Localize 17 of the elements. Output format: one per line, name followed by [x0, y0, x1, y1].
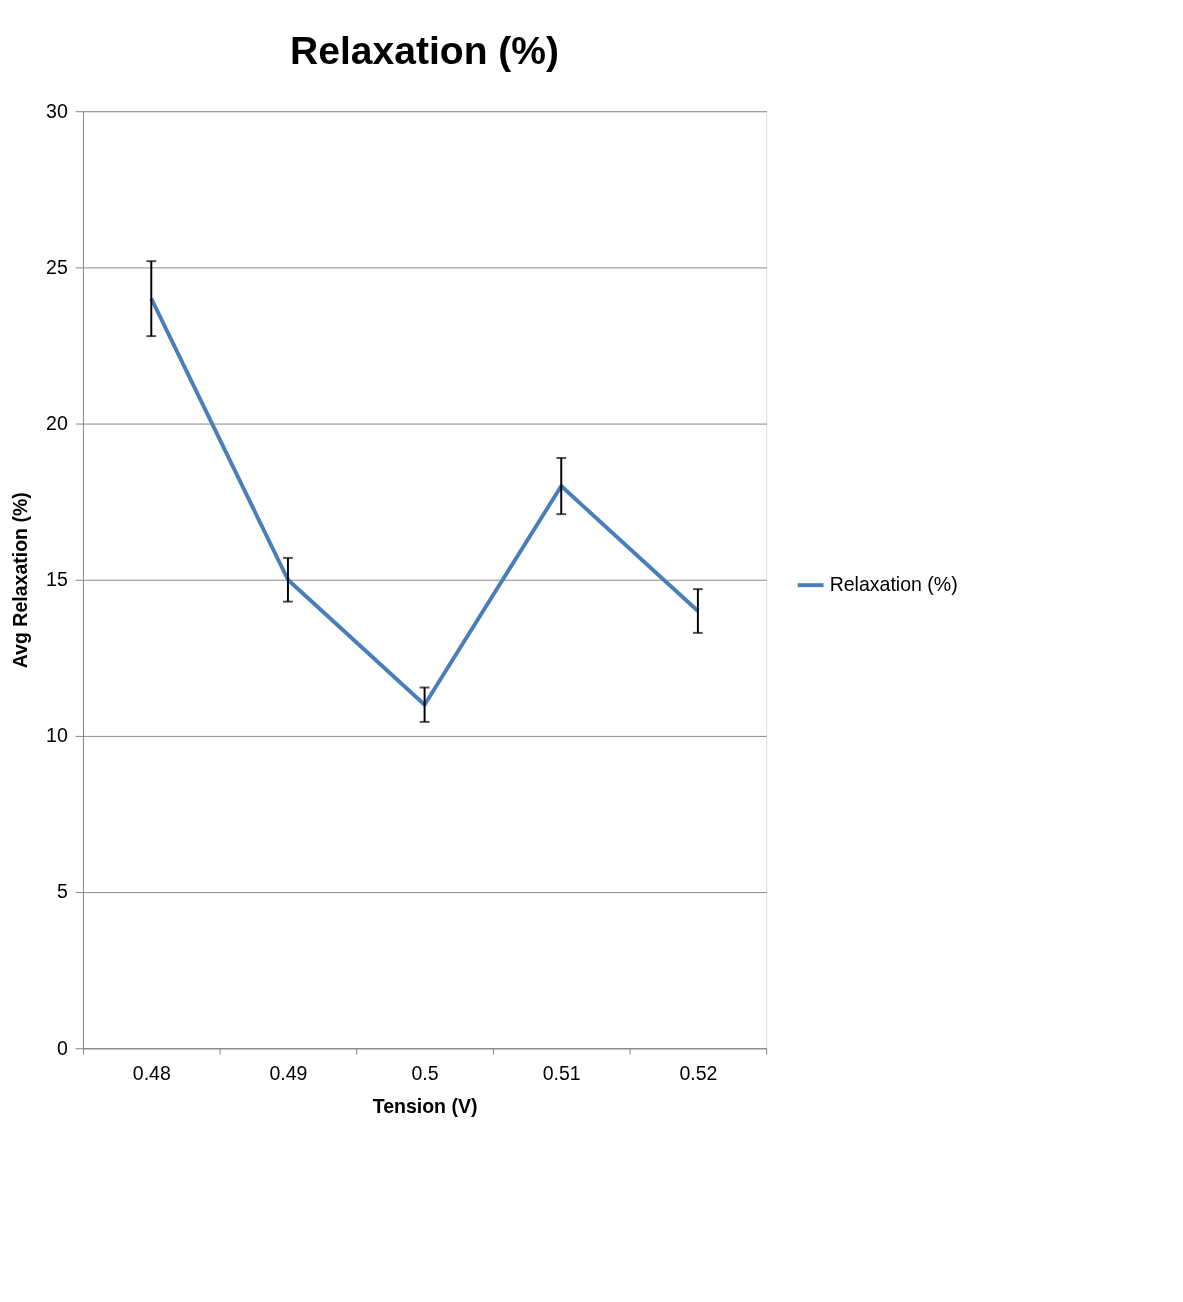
y-tick-label: 20 [46, 411, 68, 434]
y-tick-label: 0 [56, 1036, 68, 1059]
y-axis-title: Avg Relaxation (%) [8, 492, 31, 669]
x-tick-label: 0.49 [269, 1062, 308, 1084]
x-axis-title: Tension (V) [372, 1095, 478, 1118]
chart-title: Relaxation (%) [290, 29, 560, 73]
y-tick-label: 5 [56, 880, 68, 903]
line-series [149, 296, 700, 707]
x-tick-label: 0.5 [411, 1062, 439, 1084]
x-tick-label: 0.48 [132, 1062, 171, 1084]
y-tick-label: 15 [46, 568, 68, 591]
y-tick-label: 25 [46, 255, 68, 278]
x-tick-label: 0.51 [542, 1062, 581, 1084]
y-tick-label: 30 [46, 99, 68, 122]
x-tick-label: 0.52 [679, 1062, 718, 1084]
y-tick-label: 10 [46, 724, 68, 747]
legend-label: Relaxation (%) [829, 572, 958, 595]
